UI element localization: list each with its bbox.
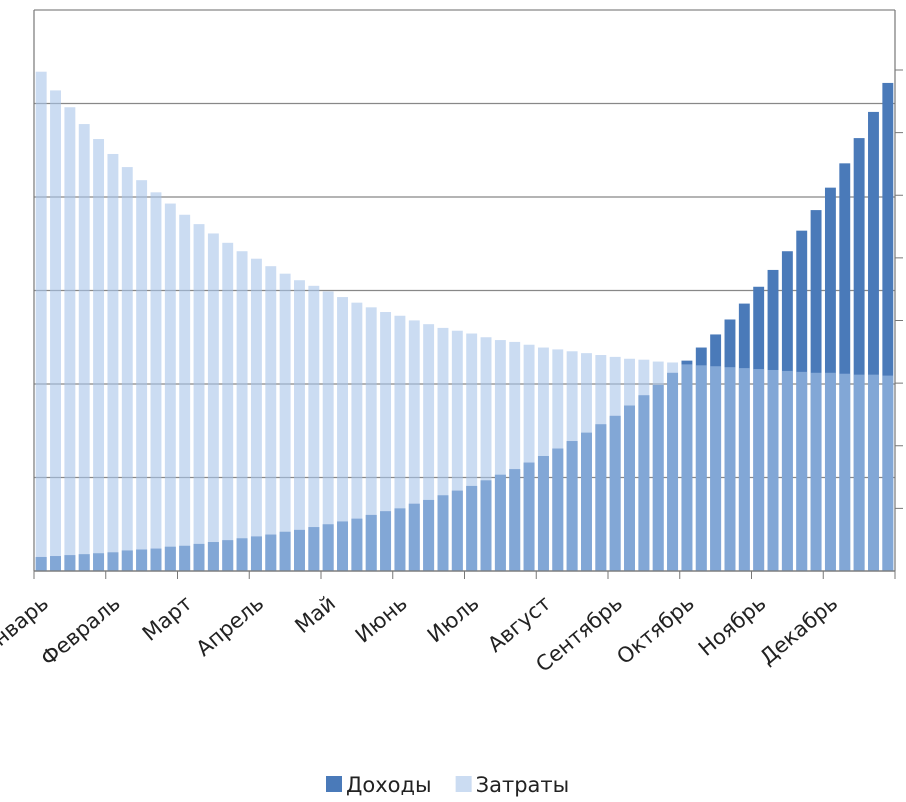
bar — [552, 349, 564, 571]
bar — [423, 324, 435, 571]
bar — [337, 297, 348, 571]
bar — [179, 214, 191, 571]
bar — [652, 361, 664, 571]
bar — [839, 163, 851, 571]
bar — [681, 364, 693, 571]
bar — [308, 285, 320, 571]
bar — [466, 333, 478, 571]
x-tick-label: Март — [138, 591, 197, 646]
bar — [365, 307, 377, 571]
legend-label: Доходы — [346, 773, 432, 797]
x-tick-label: Май — [290, 591, 340, 638]
bar — [523, 344, 535, 571]
bar — [437, 327, 449, 571]
bar — [250, 258, 262, 571]
bar — [724, 367, 736, 571]
bar — [509, 341, 521, 571]
bar — [107, 153, 119, 572]
legend-swatch — [326, 776, 342, 792]
bar — [710, 366, 722, 571]
bar — [882, 82, 894, 572]
x-tick-label: Июль — [423, 591, 484, 647]
bar — [667, 362, 679, 571]
bar — [638, 359, 650, 571]
legend-label: Затраты — [476, 773, 570, 797]
bar — [380, 312, 392, 571]
bar — [480, 337, 492, 571]
bar — [581, 353, 592, 571]
bar — [136, 180, 148, 572]
bar — [265, 266, 277, 571]
bar — [394, 315, 406, 571]
bar — [494, 340, 506, 571]
bar — [35, 71, 47, 572]
bar — [537, 347, 549, 571]
bar — [839, 373, 851, 571]
bar — [738, 368, 750, 571]
bar — [868, 111, 879, 571]
bar — [150, 192, 162, 571]
bar — [853, 138, 865, 571]
bar — [796, 371, 808, 571]
bar — [222, 242, 234, 571]
bar — [121, 167, 133, 571]
bar — [868, 374, 879, 571]
x-tick-label: Июнь — [351, 591, 412, 648]
bar — [279, 273, 291, 571]
bar — [351, 302, 363, 571]
x-tick-label: Декабрь — [755, 591, 842, 670]
bar — [78, 124, 90, 571]
bar — [408, 320, 420, 571]
x-tick-label: Октябрь — [612, 591, 698, 669]
bar — [753, 369, 765, 571]
bar — [595, 355, 607, 571]
bar — [882, 375, 894, 571]
legend-swatch — [455, 776, 472, 792]
x-tick-label: Апрель — [191, 591, 268, 661]
bar — [294, 280, 305, 571]
bar — [193, 224, 205, 572]
bar — [64, 107, 76, 572]
bar — [853, 374, 865, 571]
bar — [164, 203, 176, 572]
bar — [451, 330, 463, 571]
bar — [207, 233, 219, 571]
legend: Доходы Затраты — [326, 773, 569, 797]
bar — [695, 365, 707, 571]
bar — [624, 358, 635, 571]
bar — [810, 372, 822, 571]
bar — [50, 90, 61, 571]
x-tick-label: Февраль — [36, 591, 124, 671]
bar — [322, 291, 334, 571]
bar — [767, 369, 779, 571]
bar — [236, 251, 248, 572]
bar — [824, 372, 836, 571]
bar — [781, 370, 793, 571]
bar — [609, 356, 621, 571]
bar — [566, 351, 578, 571]
bar — [93, 139, 105, 571]
